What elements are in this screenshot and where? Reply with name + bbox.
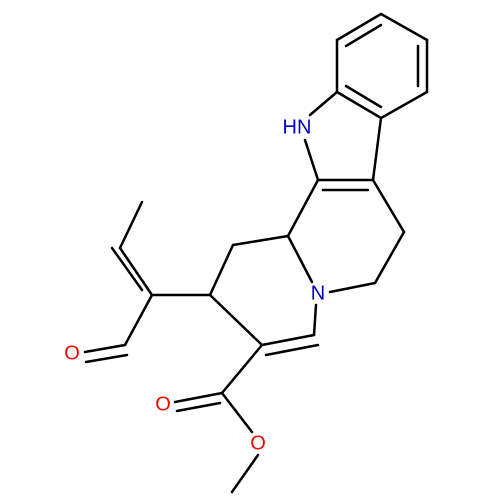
atom-label: O bbox=[155, 393, 171, 415]
atom-label: N bbox=[311, 282, 325, 304]
atom-label: HN bbox=[283, 116, 312, 138]
bonds bbox=[83, 12, 429, 494]
atom-label: O bbox=[64, 342, 80, 364]
atom-label: O bbox=[250, 432, 266, 454]
